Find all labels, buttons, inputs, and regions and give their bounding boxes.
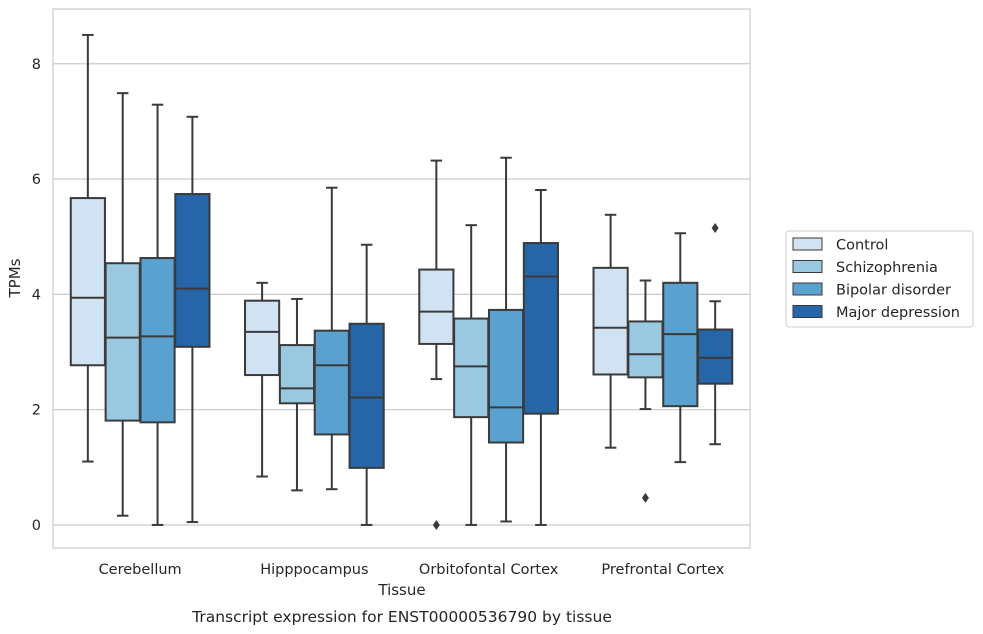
outlier-point bbox=[432, 519, 440, 530]
box-body bbox=[348, 322, 385, 469]
x-tick-label: Prefrontal Cortex bbox=[601, 562, 724, 578]
y-axis-label: TPMs bbox=[6, 258, 24, 298]
box-body bbox=[453, 317, 490, 419]
box-schizophrenia bbox=[627, 279, 664, 503]
y-tick-label: 8 bbox=[32, 57, 41, 73]
box-body bbox=[662, 281, 699, 408]
legend-swatch bbox=[792, 260, 823, 273]
box-control bbox=[418, 159, 455, 530]
box-schizophrenia bbox=[278, 297, 316, 492]
legend-frame bbox=[785, 230, 974, 328]
box-body bbox=[418, 268, 455, 345]
box-body bbox=[69, 197, 106, 367]
box-body bbox=[278, 344, 316, 405]
y-tick-label: 4 bbox=[32, 287, 41, 303]
box-body bbox=[139, 257, 176, 424]
x-tick-label: Orbitofontal Cortex bbox=[419, 562, 559, 578]
legend-label: Control bbox=[836, 238, 888, 254]
box-body bbox=[697, 328, 734, 385]
legend-label: Bipolar disorder bbox=[836, 283, 951, 299]
outlier-point bbox=[711, 223, 719, 234]
legend-label: Schizophrenia bbox=[836, 260, 938, 276]
box-bipolar-disorder bbox=[662, 232, 699, 464]
legend: Control Schizophrenia Bipolar disorder Majo… bbox=[785, 230, 974, 328]
legend-items: Control Schizophrenia Bipolar disorder Majo… bbox=[792, 237, 960, 321]
outlier-point bbox=[641, 492, 649, 503]
box-major-depression bbox=[348, 243, 385, 526]
box-control bbox=[244, 281, 281, 478]
x-tick-label: Cerebellum bbox=[99, 562, 182, 578]
box-control bbox=[69, 33, 106, 463]
box-schizophrenia bbox=[453, 224, 490, 526]
y-tick-label: 2 bbox=[32, 403, 41, 419]
box-bipolar-disorder bbox=[139, 103, 176, 526]
y-tick-label: 6 bbox=[32, 172, 41, 188]
y-tick-label: 0 bbox=[32, 518, 41, 534]
x-ticks: Cerebellum Hipppocampus Orbitofontal Corte… bbox=[99, 562, 725, 578]
box-major-depression bbox=[522, 189, 559, 526]
box-body bbox=[522, 242, 559, 415]
box-body bbox=[592, 266, 629, 376]
y-ticks: 0 2 4 6 8 bbox=[32, 57, 41, 534]
box-major-depression bbox=[697, 223, 734, 446]
legend-label: Major depression bbox=[836, 305, 960, 321]
box-bipolar-disorder bbox=[313, 186, 350, 491]
box-body bbox=[244, 299, 281, 377]
legend-swatch bbox=[792, 282, 823, 296]
box-layer bbox=[69, 33, 734, 530]
box-body bbox=[627, 320, 664, 379]
plot-frame bbox=[52, 8, 751, 549]
x-tick-label: Hipppocampus bbox=[260, 562, 368, 578]
chart-caption: Transcript expression for ENST0000053679… bbox=[191, 608, 612, 626]
box-schizophrenia bbox=[104, 92, 141, 517]
box-bipolar-disorder bbox=[487, 156, 525, 523]
legend-swatch bbox=[792, 305, 823, 318]
box-body bbox=[174, 193, 211, 348]
x-axis-label: Tissue bbox=[377, 581, 425, 599]
box-body bbox=[313, 329, 350, 436]
box-body bbox=[487, 308, 525, 444]
box-control bbox=[592, 213, 629, 449]
legend-swatch bbox=[792, 237, 823, 251]
box-body bbox=[104, 262, 141, 422]
box-major-depression bbox=[174, 115, 211, 524]
